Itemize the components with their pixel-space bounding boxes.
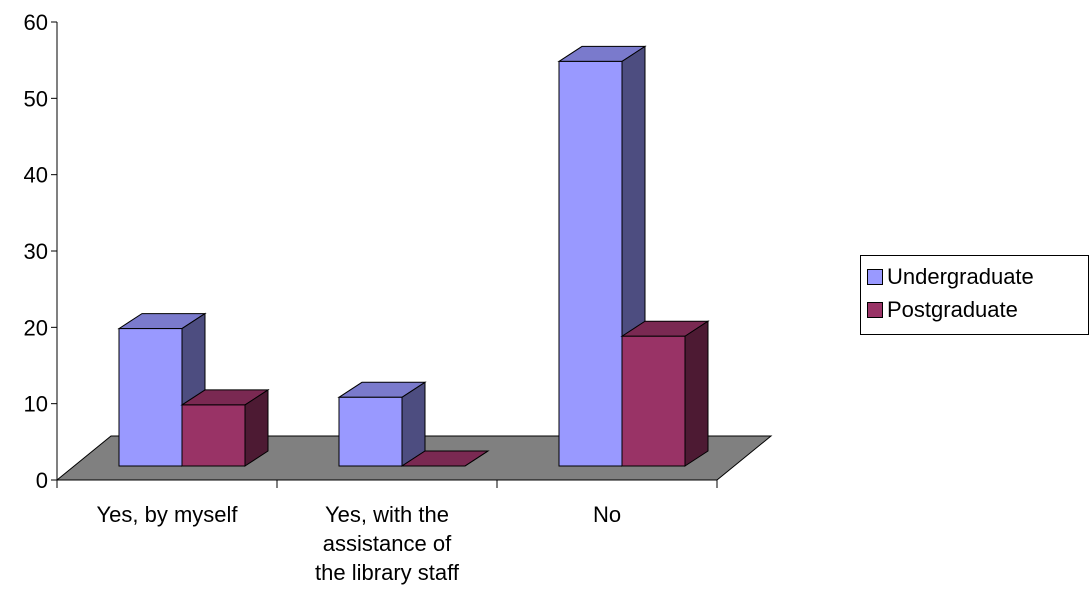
legend-item-postgraduate: Postgraduate — [867, 297, 1018, 323]
x-category-label-line: the library staff — [315, 560, 460, 585]
legend-swatch-postgraduate — [867, 302, 883, 318]
y-tick-label: 30 — [24, 239, 48, 264]
chart-labels: 0 10 20 30 40 50 60 Yes, by myself Yes, with the… — [24, 10, 622, 585]
x-category-label-line: assistance of — [323, 531, 452, 556]
y-tick-label: 40 — [24, 163, 48, 188]
x-category-label: Yes, with the assistance of the library st… — [315, 502, 460, 585]
bar-postgraduate-1 — [400, 450, 490, 467]
legend-swatch-undergraduate — [867, 269, 883, 285]
x-category-label: Yes, by myself — [96, 502, 238, 527]
bar-front-face — [621, 335, 686, 467]
bar-side-face — [464, 450, 489, 467]
x-category-label: No — [593, 502, 621, 527]
y-tick-label: 10 — [24, 392, 48, 417]
x-category-label-line: Yes, with the — [325, 502, 449, 527]
y-tick-label: 0 — [36, 468, 48, 493]
x-category-label-line: Yes, by myself — [96, 502, 238, 527]
x-category-label-line: No — [593, 502, 621, 527]
chart-axes — [51, 21, 718, 488]
bar-front-face — [118, 328, 183, 467]
legend: Undergraduate Postgraduate — [860, 255, 1089, 335]
chart-bars — [117, 45, 710, 467]
bar-postgraduate-2 — [620, 320, 710, 467]
y-tick-label: 60 — [24, 10, 48, 35]
bar-undergraduate-1 — [337, 381, 427, 467]
y-tick-label: 20 — [24, 315, 48, 340]
legend-label-undergraduate: Undergraduate — [887, 264, 1034, 289]
y-tick-label: 50 — [24, 86, 48, 111]
bar-front-face — [338, 396, 403, 467]
legend-label-postgraduate: Postgraduate — [887, 297, 1018, 322]
bar-undergraduate-0 — [117, 312, 207, 467]
bar-side-face — [684, 320, 709, 467]
bar-postgraduate-0 — [180, 389, 270, 467]
bar-front-face — [181, 404, 246, 467]
bar-front-face — [558, 60, 623, 467]
legend-item-undergraduate: Undergraduate — [867, 264, 1034, 290]
